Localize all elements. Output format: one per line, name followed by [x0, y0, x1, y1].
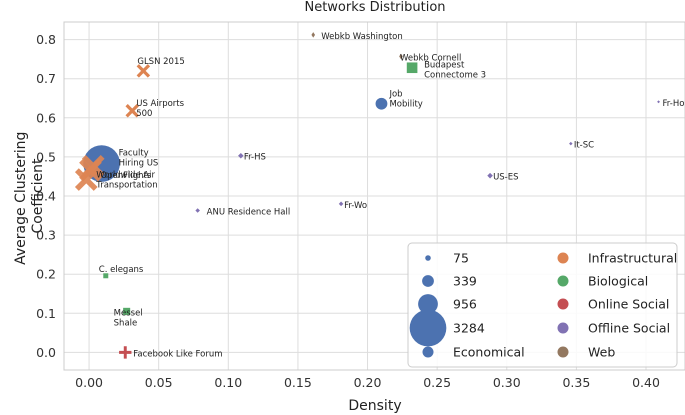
- label-c-elegans: C. elegans: [99, 265, 144, 275]
- y-axis-label: Average Clustering Coefficient: [13, 127, 46, 265]
- legend-label-offline-social: Offline Social: [588, 321, 670, 336]
- y-tick-label: 0.8: [36, 32, 56, 47]
- point-faculty-hiring-infra: [81, 154, 105, 178]
- point-fr-hs: [238, 152, 244, 159]
- chart-title: Networks Distribution: [304, 0, 445, 15]
- legend-label-web: Web: [588, 345, 615, 360]
- label-us-es: US-ES: [493, 173, 518, 183]
- legend-marker-biological: [557, 275, 569, 287]
- label-facebook-like-forum: Facebook Like Forum: [133, 349, 222, 359]
- x-tick-label: 0.05: [145, 375, 173, 390]
- point-webkb-cornell: [399, 53, 403, 60]
- point-labels: Faculty Hiring US Job Mobility GLSN 2015 US A…: [95, 32, 684, 360]
- x-tick-label: 0.20: [354, 375, 382, 390]
- legend-label-economical: Economical: [453, 345, 525, 360]
- grid: [64, 22, 685, 370]
- legend-size-label-75: 75: [453, 251, 469, 266]
- point-fr-ho: [657, 100, 660, 104]
- x-tick-label: 0.15: [284, 375, 312, 390]
- label-webkb-cornell: Webkb Cornell: [400, 53, 461, 63]
- point-facebook-like-forum: [119, 346, 132, 359]
- label-fr-wo: Fr-Wo: [344, 201, 367, 211]
- legend-size-marker-956: [418, 294, 438, 314]
- legend-size-label-339: 339: [453, 274, 477, 289]
- y-tick-label: 0.5: [36, 149, 56, 164]
- legend-size-marker-75: [425, 255, 431, 261]
- y-tick-label: 0.4: [36, 189, 56, 204]
- point-fr-wo: [338, 201, 344, 207]
- y-axis: 0.0 0.1 0.2 0.3 0.4 0.5 0.6 0.7 0.8: [36, 32, 56, 360]
- label-worldwide-air-transportation: Worldwide Air Transportation: [95, 171, 157, 191]
- legend-marker-online-social: [557, 298, 569, 310]
- legend-box: [407, 242, 678, 368]
- point-messel-shale: [123, 307, 131, 315]
- x-tick-label: 0.30: [493, 375, 521, 390]
- point-us-airports-500: [125, 104, 139, 118]
- label-job-mobility: Job Mobility: [388, 90, 422, 110]
- point-job-mobility: [375, 97, 388, 110]
- legend-marker-economical: [422, 346, 434, 358]
- plot-area: [63, 21, 685, 371]
- y-tick-label: 0.3: [36, 228, 56, 243]
- y-tick-label: 0.7: [36, 71, 56, 86]
- label-anu-residence-hall: ANU Residence Hall: [207, 207, 291, 217]
- label-budapest-connectome-3: Budapest Connectome 3: [424, 61, 486, 81]
- y-axis-label-line-1: Average Clustering: [13, 132, 29, 265]
- label-us-airports-500: US Airports 500: [136, 99, 184, 119]
- legend-label-online-social: Online Social: [588, 297, 669, 312]
- x-tick-label: 0.00: [75, 375, 103, 390]
- label-glsn-2015: GLSN 2015: [137, 57, 184, 67]
- legend-size-label-956: 956: [453, 297, 477, 312]
- legend-size-marker-3284: [409, 309, 447, 347]
- point-glsn-2015: [136, 64, 151, 78]
- legend: 75 339 956 3284 Economical Infrastructural Bio…: [407, 242, 678, 368]
- legend-marker-offline-social: [557, 322, 569, 334]
- legend-marker-web: [557, 346, 569, 358]
- legend-label-infrastructural: Infrastructural: [588, 251, 677, 266]
- y-tick-label: 0.1: [36, 306, 56, 321]
- label-fr-hs: Fr-HS: [244, 153, 266, 163]
- x-axis: 0.00 0.05 0.10 0.15 0.20 0.25 0.30 0.35 0.40: [75, 375, 660, 390]
- point-c-elegans: [103, 273, 109, 279]
- label-it-sc: It-SC: [574, 141, 594, 151]
- legend-size-label-3284: 3284: [453, 321, 485, 336]
- label-webkb-washington: Webkb Washington: [321, 32, 403, 42]
- x-tick-label: 0.40: [632, 375, 660, 390]
- x-tick-label: 0.10: [214, 375, 242, 390]
- point-anu-residence-hall: [195, 208, 200, 213]
- legend-size-marker-339: [422, 275, 434, 287]
- x-tick-label: 0.25: [423, 375, 451, 390]
- point-budapest-connectome-3: [406, 62, 418, 74]
- label-messel-shale: Messel Shale: [114, 308, 143, 328]
- y-tick-label: 0.2: [36, 267, 56, 282]
- legend-label-biological: Biological: [588, 274, 648, 289]
- legend-marker-infrastructural: [557, 252, 569, 264]
- point-it-sc: [569, 141, 573, 146]
- point-webkb-washington: [311, 32, 316, 38]
- label-faculty-hiring-us: Faculty Hiring US: [119, 149, 159, 169]
- y-axis-label-line-2: Coefficient: [30, 158, 46, 234]
- x-axis-label: Density: [348, 398, 401, 414]
- x-tick-label: 0.35: [562, 375, 590, 390]
- data-points: [74, 32, 660, 359]
- y-tick-label: 0.6: [36, 110, 56, 125]
- y-tick-label: 0.0: [36, 345, 56, 360]
- label-openflights: OpenFlights: [100, 171, 151, 181]
- point-us-es: [487, 172, 493, 179]
- label-fr-ho: Fr-Ho: [663, 99, 685, 109]
